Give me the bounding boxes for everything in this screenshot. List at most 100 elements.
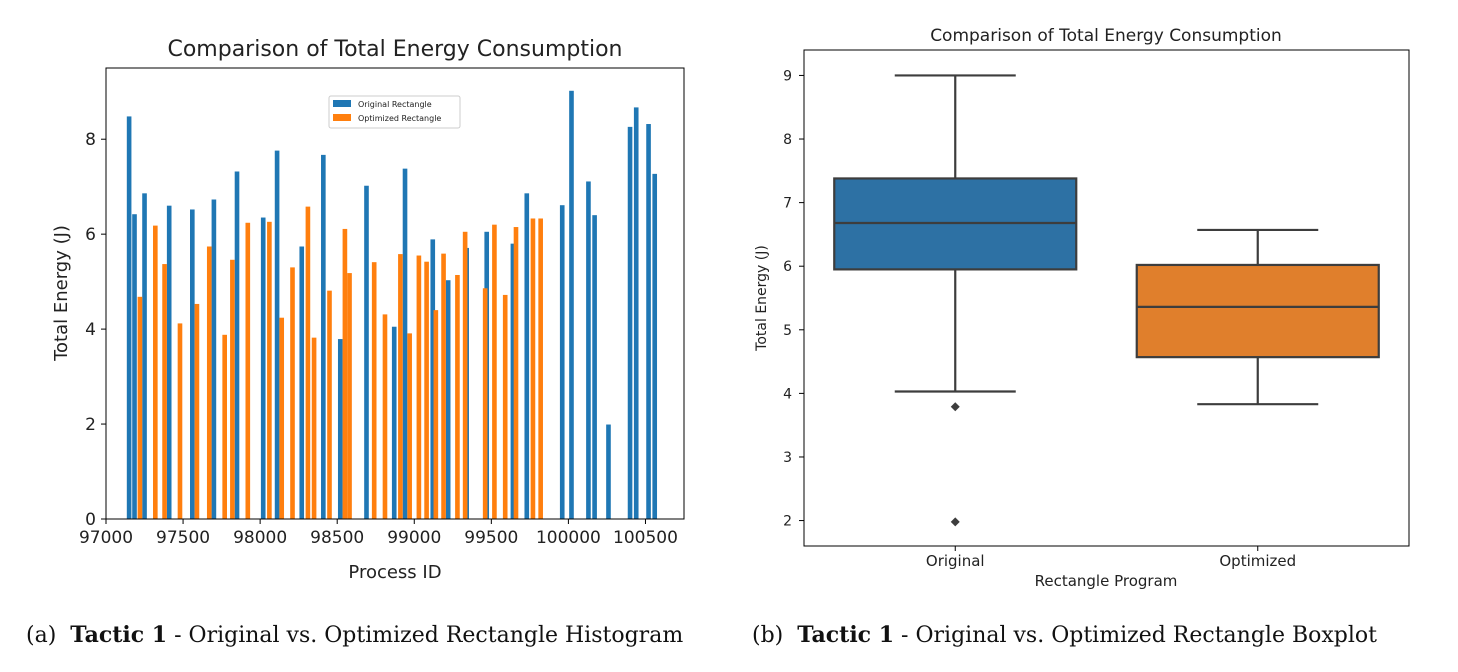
bar-original-26 [627, 126, 633, 519]
x-tick-label-0: 97000 [79, 528, 133, 548]
bar-optimized-29 [502, 294, 508, 519]
bar-original-10 [321, 154, 326, 520]
bar-optimized-23 [433, 310, 439, 519]
outlier-original-0 [950, 402, 960, 412]
bar-optimized-28 [492, 224, 497, 520]
bar-optimized-3 [177, 323, 183, 519]
bar-optimized-25 [455, 274, 460, 519]
bar-original-24 [592, 215, 597, 519]
bar-original-8 [274, 150, 280, 519]
caption-b-text: - Original vs. Optimized Rectangle Boxpl… [894, 623, 1377, 648]
box-x-tick-label-0: Original [926, 552, 985, 570]
caption-b-prefix: (b) [752, 623, 784, 648]
bar-original-15 [430, 239, 436, 519]
bar-optimized-9 [267, 221, 272, 519]
bar-original-7 [260, 217, 266, 519]
bar-original-0 [126, 116, 132, 519]
bar-original-27 [633, 107, 639, 519]
bar-original-9 [299, 246, 305, 520]
box-optimized [1135, 263, 1380, 359]
bar-optimized-4 [194, 303, 200, 519]
bar-optimized-2 [162, 264, 167, 519]
caption-b: (b) Tactic 1 - Original vs. Optimized Re… [752, 622, 1377, 648]
bar-optimized-18 [382, 314, 388, 519]
bar-optimized-0 [137, 296, 143, 519]
boxplot-x-axis-label: Rectangle Program [1035, 572, 1178, 590]
bar-optimized-15 [342, 228, 348, 519]
outlier-original-1 [950, 517, 960, 527]
bar-optimized-32 [538, 218, 543, 519]
caption-a: (a) Tactic 1 - Original vs. Optimized Re… [26, 622, 683, 648]
box-y-tick-label-6: 8 [783, 132, 792, 148]
bar-optimized-21 [416, 255, 422, 519]
x-tick-label-7: 100500 [613, 528, 678, 548]
y-tick-label-1: 2 [85, 415, 96, 435]
caption-a-text: - Original vs. Optimized Rectangle Histo… [167, 623, 684, 648]
histogram-chart: Comparison of Total Energy Consumption 9… [51, 37, 685, 583]
bar-original-13 [391, 326, 397, 519]
x-tick-label-1: 97500 [156, 528, 210, 548]
legend-label-original: Original Rectangle [358, 100, 432, 109]
bar-original-1 [132, 214, 137, 520]
x-tick-label-6: 100000 [536, 528, 601, 548]
box-y-tick-label-2: 4 [783, 386, 792, 402]
x-tick-label-2: 98000 [233, 528, 287, 548]
legend-swatch-optimized [333, 114, 351, 121]
histogram-y-axis-label: Total Energy (J) [51, 225, 72, 362]
bar-original-11 [337, 339, 343, 519]
bar-original-28 [646, 124, 651, 519]
bar-original-5 [211, 199, 217, 519]
bar-original-3 [166, 205, 172, 519]
x-tick-label-4: 99000 [387, 528, 441, 548]
box-y-tick-label-7: 9 [783, 68, 792, 84]
bar-optimized-27 [482, 288, 488, 519]
y-tick-label-3: 6 [85, 225, 96, 245]
bar-original-20 [524, 193, 530, 520]
histogram-x-ticks: 97000 97500 98000 98500 99000 99500 100000 1005… [79, 519, 678, 548]
bar-original-23 [586, 181, 591, 520]
bar-optimized-14 [327, 290, 332, 519]
boxplot-plot-frame [803, 49, 1410, 547]
bar-original-22 [569, 90, 574, 520]
bar-optimized-13 [311, 337, 317, 519]
bar-optimized-30 [513, 227, 519, 519]
box-y-tick-label-3: 5 [783, 323, 792, 339]
histogram-plot-frame [105, 67, 685, 520]
bar-optimized-31 [530, 218, 536, 519]
histogram-y-ticks: 0 2 4 6 8 [85, 130, 106, 530]
legend-swatch-original [333, 100, 351, 107]
box-y-tick-label-4: 6 [783, 259, 792, 275]
legend-box [328, 95, 461, 129]
x-tick-label-3: 98500 [310, 528, 364, 548]
bar-original-6 [234, 171, 240, 520]
bar-optimized-10 [279, 317, 285, 519]
bar-original-19 [510, 243, 516, 519]
bar-optimized-22 [424, 261, 429, 519]
histogram-legend: Original Rectangle Optimized Rectangle [328, 95, 461, 129]
bar-original-4 [190, 209, 195, 520]
bar-original-16 [445, 280, 451, 519]
x-tick-label-5: 99500 [464, 528, 518, 548]
boxplot-chart: Comparison of Total Energy Consumption 2… [754, 26, 1410, 590]
bar-original-2 [142, 193, 147, 520]
caption-a-prefix: (a) [26, 623, 57, 648]
bar-optimized-1 [153, 225, 158, 520]
bar-optimized-6 [222, 334, 227, 519]
bar-optimized-11 [290, 267, 295, 519]
box-y-tick-label-1: 3 [783, 450, 792, 466]
bar-optimized-16 [347, 273, 352, 519]
histogram-bars [126, 90, 658, 520]
bar-optimized-12 [305, 206, 311, 519]
boxplot-x-ticks: Original Optimized [926, 546, 1296, 570]
caption-a-bold: Tactic 1 [70, 622, 168, 648]
bar-optimized-7 [230, 259, 235, 519]
box-y-tick-label-0: 2 [783, 514, 792, 530]
bar-optimized-26 [462, 231, 468, 519]
y-tick-label-0: 0 [85, 510, 96, 530]
bar-original-25 [606, 424, 611, 519]
bar-optimized-19 [398, 254, 403, 519]
bar-original-21 [559, 205, 565, 519]
bar-optimized-20 [407, 333, 412, 519]
boxplot-title: Comparison of Total Energy Consumption [930, 26, 1282, 46]
box-y-tick-label-5: 7 [783, 196, 792, 212]
